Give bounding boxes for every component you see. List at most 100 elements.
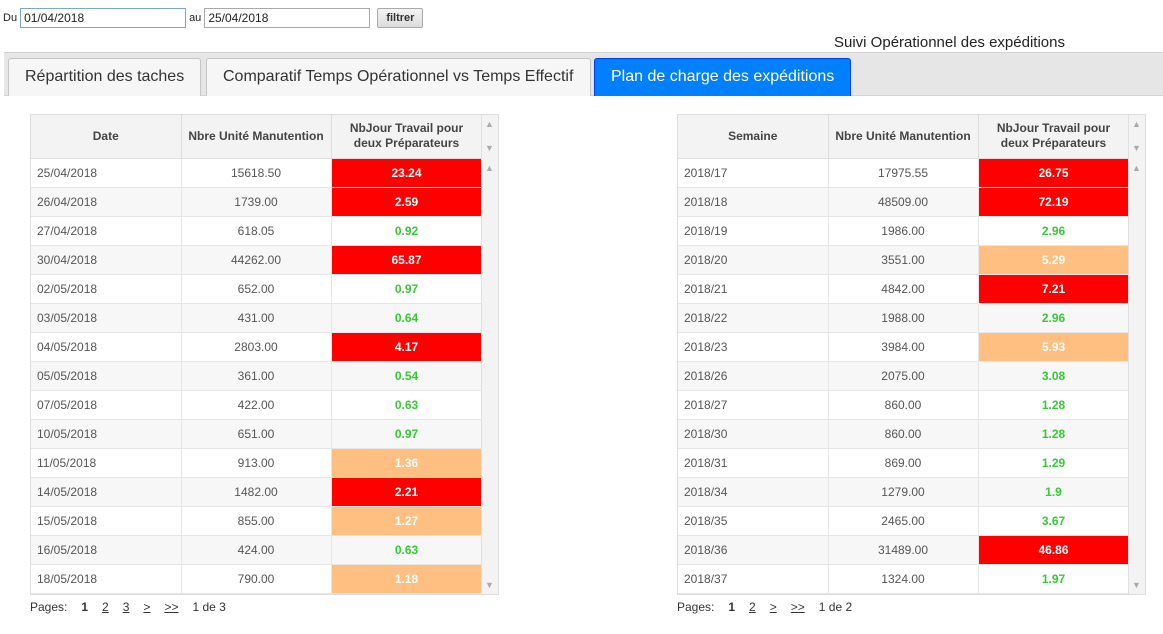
table-row[interactable]: 15/05/2018 855.00 1.27 [31,506,483,536]
table-row[interactable]: 2018/36 31489.00 46.86 [678,535,1130,565]
table-row[interactable]: 02/05/2018 652.00 0.97 [31,274,483,304]
cell-nbre-unite: 48509.00 [828,187,979,217]
pager-link[interactable]: 3 [122,600,130,614]
table-row[interactable]: 2018/23 3984.00 5.93 [678,332,1130,362]
pager-link[interactable]: >> [790,600,805,614]
scroll-up-icon[interactable]: ▲ [1132,163,1141,173]
table-row[interactable]: 26/04/2018 1739.00 2.59 [31,187,483,217]
pager-link[interactable]: > [143,600,151,614]
cell-nbjour: 1.9 [978,477,1130,507]
pager-link[interactable]: 1 [728,600,736,614]
cell-nbre-unite: 913.00 [181,448,332,478]
cell-nbre-unite: 44262.00 [181,245,332,275]
table-row[interactable]: 2018/19 1986.00 2.96 [678,216,1130,246]
scroll-up-icon[interactable]: ▲ [485,163,494,173]
header-nbre-unite[interactable]: Nbre Unité Manutention [828,115,979,159]
daily-pager: Pages: 1 2 3 > >> 1 de 3 [30,600,240,614]
pager-link[interactable]: >> [164,600,179,614]
from-date-input[interactable] [20,8,187,28]
table-row[interactable]: 04/05/2018 2803.00 4.17 [31,332,483,362]
header-date[interactable]: Date [31,115,182,159]
table-row[interactable]: 16/05/2018 424.00 0.63 [31,535,483,565]
cell-nbjour: 1.29 [978,448,1130,478]
table-row[interactable]: 2018/31 869.00 1.29 [678,448,1130,478]
vertical-scrollbar[interactable]: ▲ ▼ ▲ ▼ [481,115,498,594]
cell-nbjour: 1.18 [331,564,483,594]
table-row[interactable]: 2018/34 1279.00 1.9 [678,477,1130,507]
cell-nbjour: 0.97 [331,419,483,449]
pager-link[interactable]: 1 [81,600,89,614]
cell-nbre-unite: 2075.00 [828,361,979,391]
cell-period: 25/04/2018 [31,158,182,188]
cell-nbre-unite: 431.00 [181,303,332,333]
scroll-up-icon[interactable]: ▲ [1132,119,1141,129]
cell-period: 2018/26 [678,361,829,391]
header-nbjour[interactable]: NbJour Travail pour deux Préparateurs [978,115,1130,159]
cell-period: 14/05/2018 [31,477,182,507]
scroll-down-icon[interactable]: ▼ [1132,579,1141,590]
daily-load-grid: Date Nbre Unité Manutention NbJour Trava… [30,114,499,595]
cell-period: 2018/31 [678,448,829,478]
table-row[interactable]: 2018/22 1988.00 2.96 [678,303,1130,333]
cell-nbre-unite: 361.00 [181,361,332,391]
table-row[interactable]: 2018/18 48509.00 72.19 [678,187,1130,217]
cell-period: 2018/36 [678,535,829,565]
cell-period: 2018/18 [678,187,829,217]
table-row[interactable]: 05/05/2018 361.00 0.54 [31,361,483,391]
pager-link[interactable]: > [769,600,777,614]
cell-nbjour: 65.87 [331,245,483,275]
table-row[interactable]: 2018/35 2465.00 3.67 [678,506,1130,536]
table-row[interactable]: 2018/37 1324.00 1.97 [678,564,1130,594]
cell-period: 30/04/2018 [31,245,182,275]
table-row[interactable]: 10/05/2018 651.00 0.97 [31,419,483,449]
table-row[interactable]: 2018/26 2075.00 3.08 [678,361,1130,391]
tab-comparatif-temps[interactable]: Comparatif Temps Opérationnel vs Temps E… [206,58,591,96]
table-row[interactable]: 2018/21 4842.00 7.21 [678,274,1130,304]
table-row[interactable]: 11/05/2018 913.00 1.36 [31,448,483,478]
cell-period: 18/05/2018 [31,564,182,594]
table-row[interactable]: 03/05/2018 431.00 0.64 [31,303,483,333]
table-row[interactable]: 25/04/2018 15618.50 23.24 [31,158,483,188]
pager-link[interactable]: 2 [102,600,109,614]
pager-link[interactable]: 2 [749,600,756,614]
scroll-up-icon[interactable]: ▲ [485,119,494,129]
cell-nbjour: 1.27 [331,506,483,536]
cell-nbjour: 0.63 [331,535,483,565]
to-date-input[interactable] [204,8,371,28]
cell-nbjour: 46.86 [978,535,1130,565]
tab-repartition-taches[interactable]: Répartition des taches [8,58,201,96]
scroll-down-icon[interactable]: ▼ [1132,143,1141,153]
from-label: Du [3,12,18,24]
tab-bar: Répartition des taches Comparatif Temps … [4,52,1163,96]
cell-period: 2018/27 [678,390,829,420]
cell-nbjour: 5.93 [978,332,1130,362]
tab-plan-de-charge[interactable]: Plan de charge des expéditions [594,58,851,96]
filter-button[interactable]: filtrer [377,8,424,28]
cell-nbre-unite: 15618.50 [181,158,332,188]
table-row[interactable]: 2018/30 860.00 1.28 [678,419,1130,449]
weekly-load-table: Semaine Nbre Unité Manutention NbJour Tr… [678,115,1130,594]
cell-nbjour: 23.24 [331,158,483,188]
table-row[interactable]: 2018/20 3551.00 5.29 [678,245,1130,275]
cell-nbjour: 3.08 [978,361,1130,391]
cell-nbjour: 0.92 [331,216,483,246]
vertical-scrollbar[interactable]: ▲ ▼ ▲ ▼ [1128,115,1145,594]
table-row[interactable]: 2018/27 860.00 1.28 [678,390,1130,420]
weekly-load-rows: 2018/17 17975.55 26.75 2018/18 48509.00 72.19… [678,158,1130,594]
cell-nbjour: 1.28 [978,419,1130,449]
header-nbjour[interactable]: NbJour Travail pour deux Préparateurs [331,115,483,159]
table-row[interactable]: 14/05/2018 1482.00 2.21 [31,477,483,507]
table-row[interactable]: 30/04/2018 44262.00 65.87 [31,245,483,275]
cell-nbjour: 3.67 [978,506,1130,536]
header-semaine[interactable]: Semaine [678,115,829,159]
cell-period: 16/05/2018 [31,535,182,565]
scroll-down-icon[interactable]: ▼ [485,579,494,590]
table-row[interactable]: 27/04/2018 618.05 0.92 [31,216,483,246]
cell-nbjour: 2.59 [331,187,483,217]
table-row[interactable]: 18/05/2018 790.00 1.18 [31,564,483,594]
scroll-down-icon[interactable]: ▼ [485,143,494,153]
table-row[interactable]: 2018/17 17975.55 26.75 [678,158,1130,188]
header-nbre-unite[interactable]: Nbre Unité Manutention [181,115,332,159]
table-row[interactable]: 07/05/2018 422.00 0.63 [31,390,483,420]
cell-period: 10/05/2018 [31,419,182,449]
